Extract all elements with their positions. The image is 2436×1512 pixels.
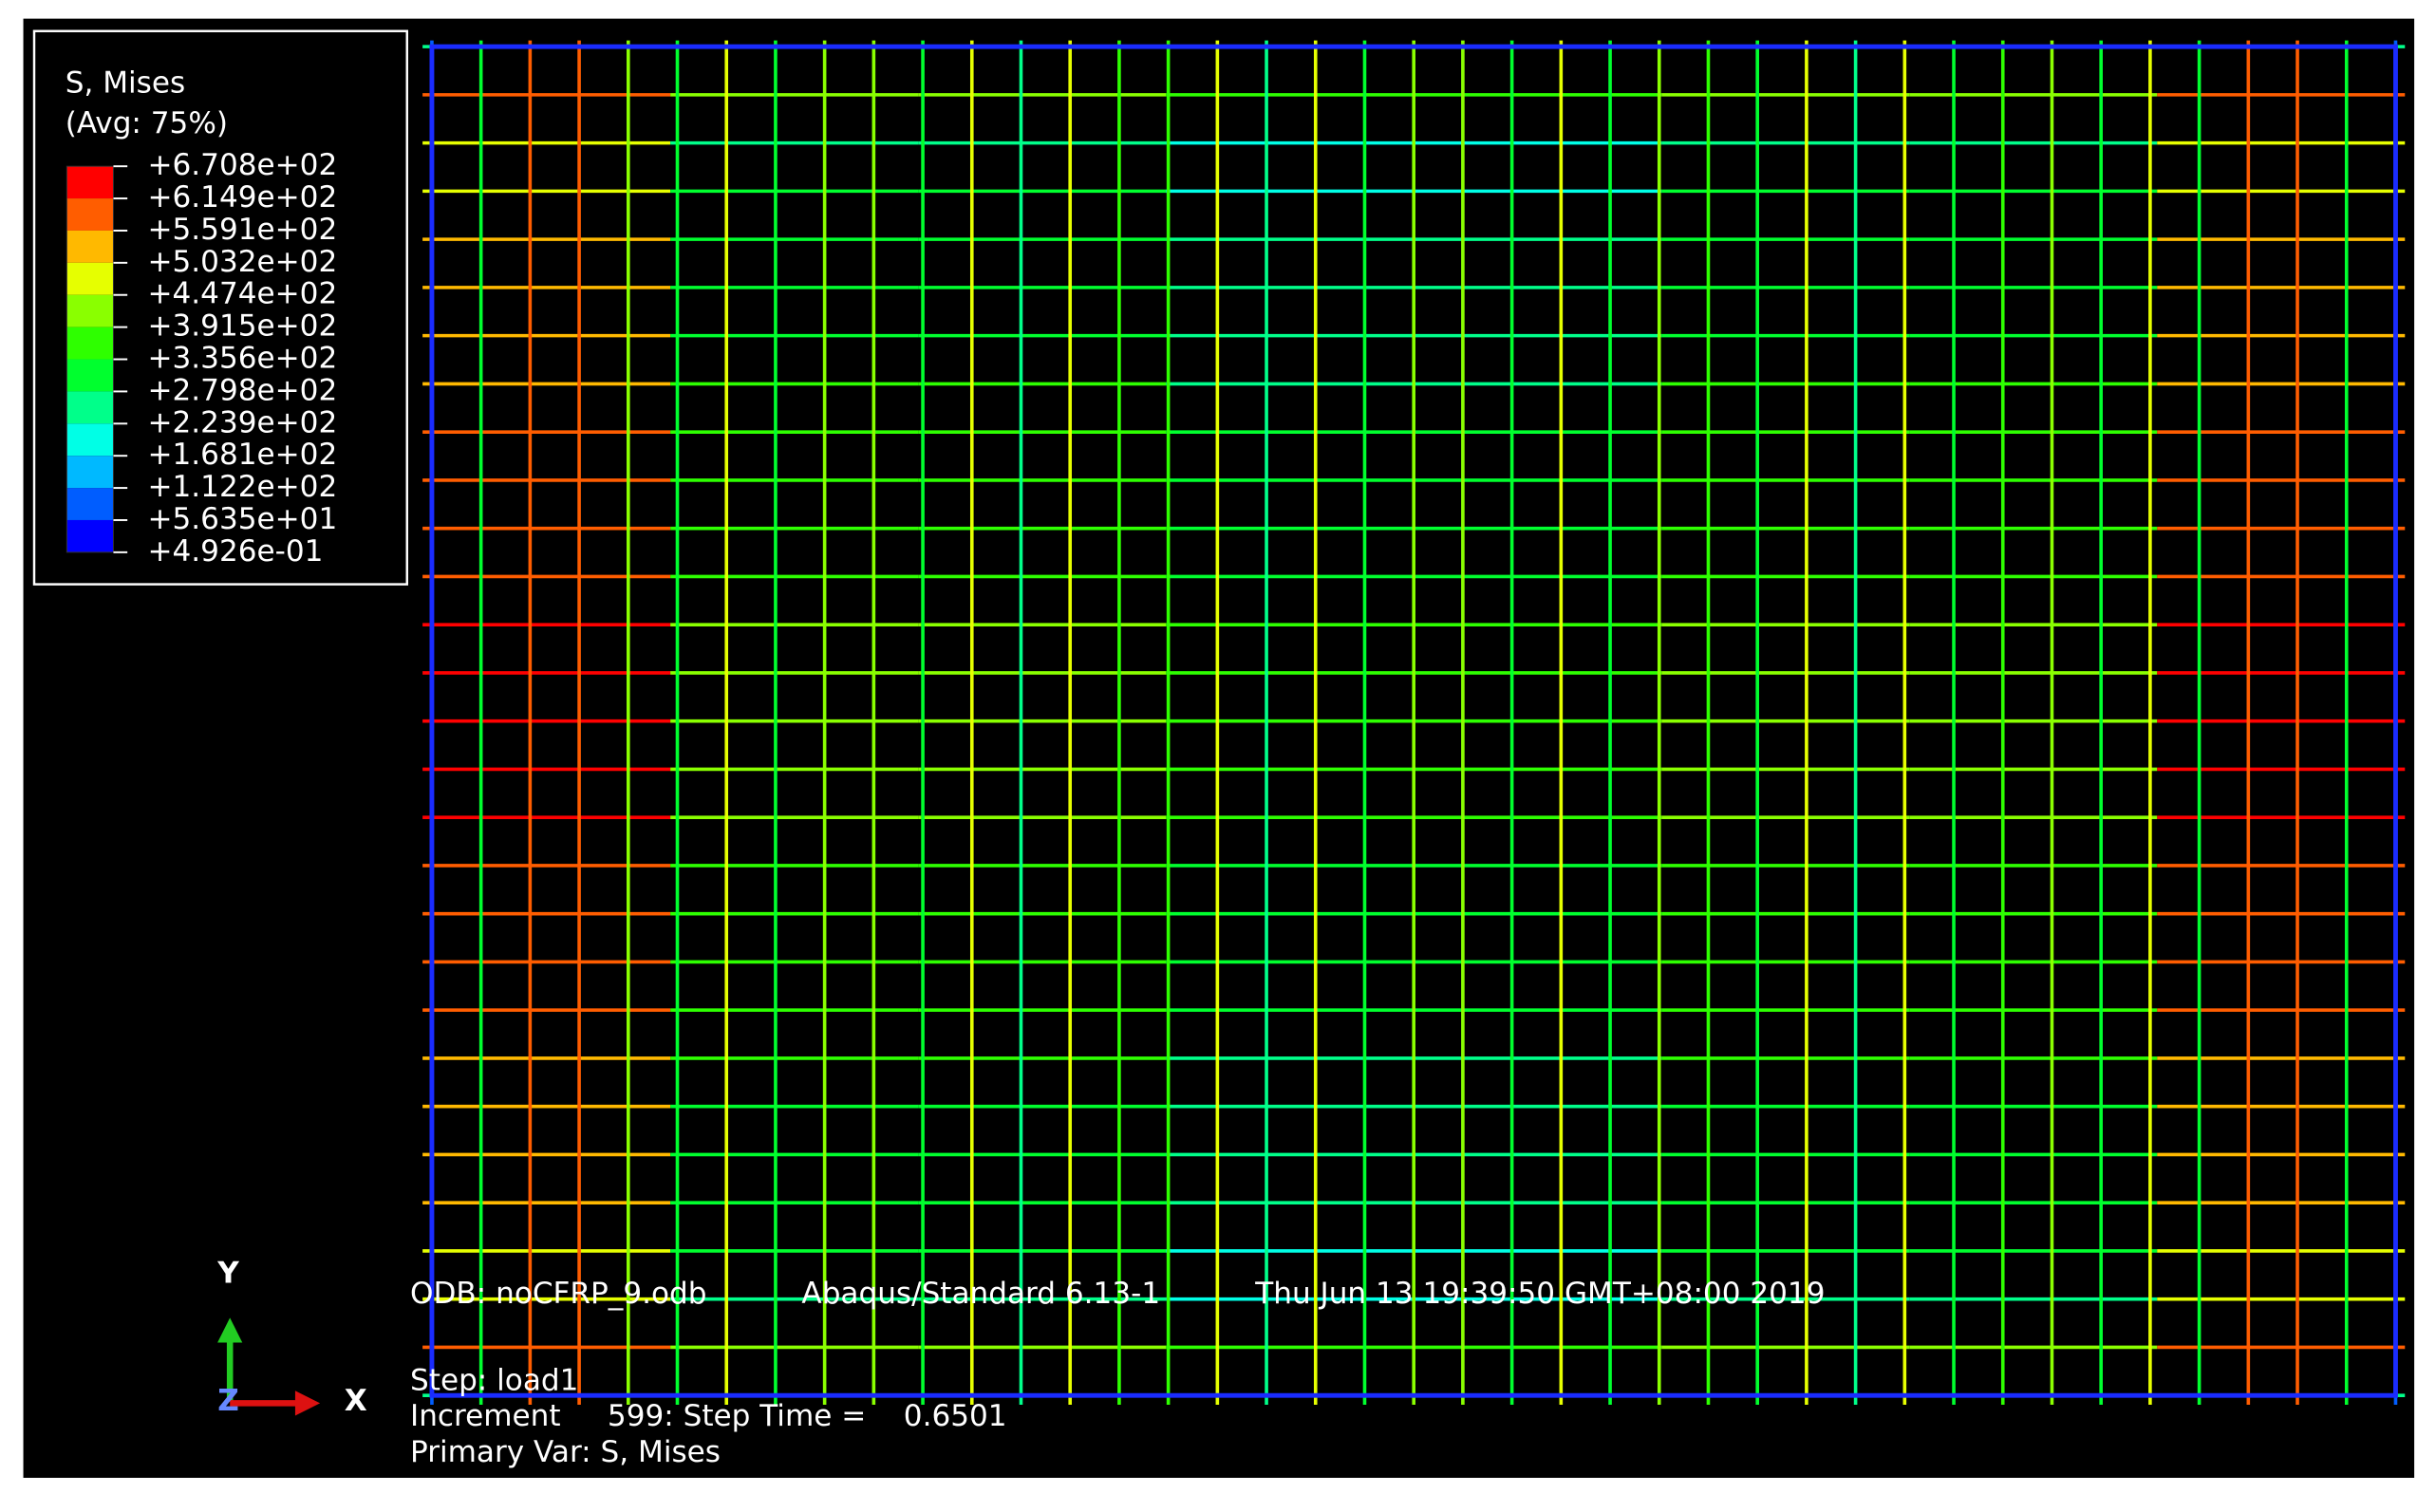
legend-swatch [66,262,114,295]
legend-swatch [66,198,114,231]
legend-swatch [66,488,114,520]
legend-level-label: +2.798e+02 [147,373,337,407]
legend-swatch [66,294,114,327]
legend-subtitle: (Avg: 75%) [66,106,228,140]
legend-swatch [66,327,114,360]
legend-level-label: +5.591e+02 [147,213,337,247]
axis-triad: Y Z X [216,1257,366,1418]
legend-level-label: +5.635e+01 [147,502,337,536]
legend-level-label: +4.474e+02 [147,277,337,311]
legend-level-label: +6.149e+02 [147,180,337,215]
legend-level-label: +4.926e-01 [147,534,323,569]
legend-swatch [66,166,114,199]
legend-swatch [66,391,114,424]
legend-level-label: +3.356e+02 [147,342,337,376]
triad-x-label: X [345,1384,367,1418]
legend-level-label: +1.681e+02 [147,438,337,472]
legend-level-label: +6.708e+02 [147,148,337,182]
legend-level-label: +1.122e+02 [147,470,337,504]
info-step: Step: load1 [410,1363,578,1397]
info-date: Thu Jun 13 19:39:50 GMT+08:00 2019 [1254,1277,1825,1311]
info-solver: Abaqus/Standard 6.13-1 [801,1277,1160,1311]
legend-swatch [66,230,114,263]
legend-title: S, Mises [66,65,185,100]
triad-z-label: Z [217,1384,239,1418]
legend-swatch [66,519,114,552]
legend-level-label: +5.032e+02 [147,245,337,279]
legend-scale: +6.708e+02+6.149e+02+5.591e+02+5.032e+02… [66,148,337,569]
legend-level-label: +3.915e+02 [147,309,337,344]
legend-swatch [66,423,114,457]
info-increment: Increment 599: Step Time = 0.6501 [410,1399,1007,1433]
info-primary-var: Primary Var: S, Mises [410,1435,721,1469]
legend-swatch [66,456,114,489]
triad-y-arrow [217,1317,243,1343]
info-odb: ODB: noCFRP_9.odb [410,1277,706,1311]
legend-swatch [66,359,114,392]
triad-x-arrow [294,1391,321,1416]
mesh [422,40,2406,1406]
mesh-boundary [429,44,2398,1398]
triad-y-label: Y [216,1257,239,1291]
legend-level-label: +2.239e+02 [147,405,337,439]
